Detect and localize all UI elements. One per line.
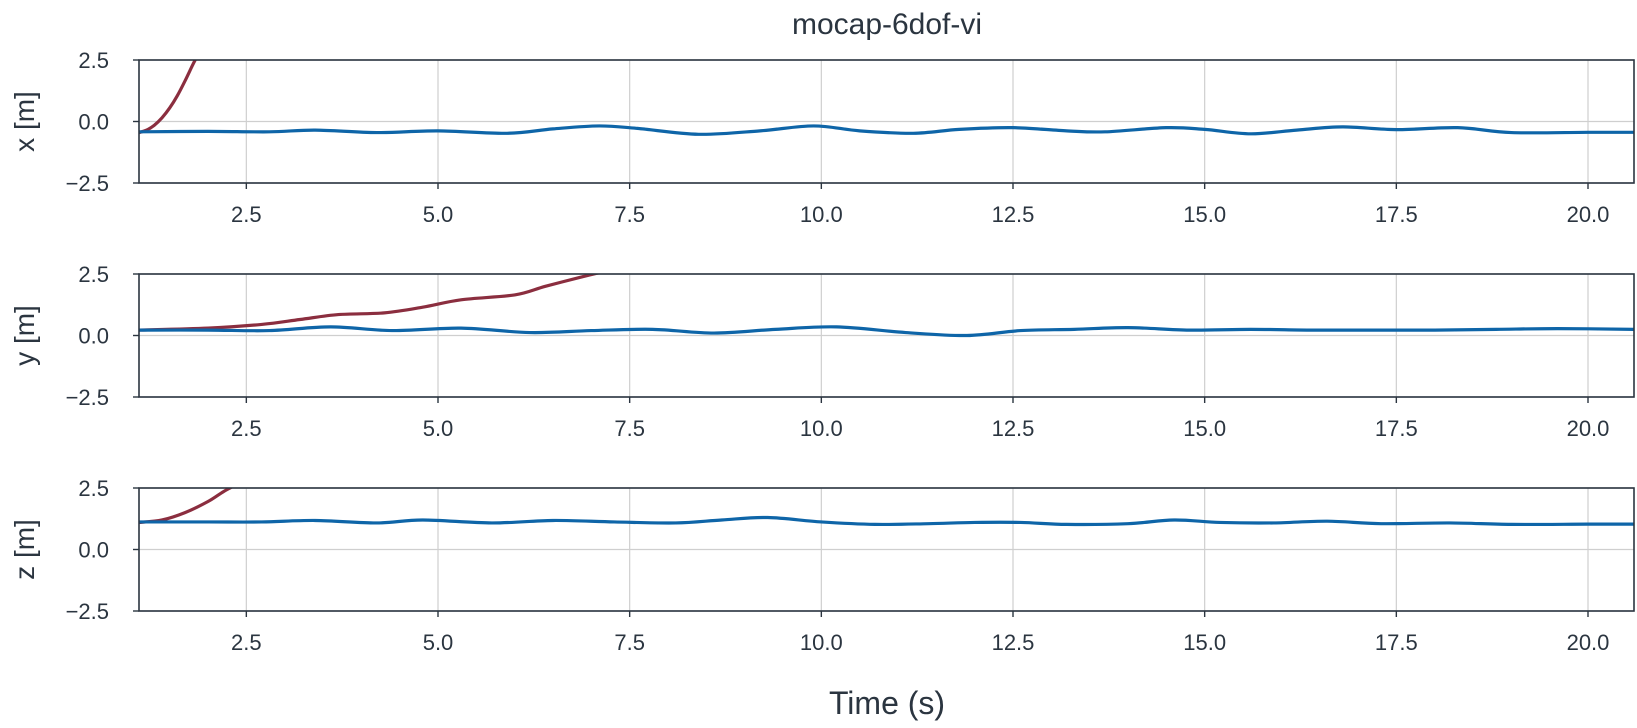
x-tick-label: 20.0 [1567, 202, 1610, 227]
estimate-line [139, 488, 234, 525]
ground_truth-line [139, 325, 1634, 338]
x-tick-label: 12.5 [992, 416, 1035, 441]
x-tick-label: 7.5 [614, 416, 645, 441]
y-tick-label: 2.5 [78, 48, 109, 73]
y-tick-label: −2.5 [66, 171, 109, 196]
x-tick-label: 2.5 [231, 630, 262, 655]
x-tick-label: 12.5 [992, 202, 1035, 227]
x-tick-label: 5.0 [423, 630, 454, 655]
y-tick-label: −2.5 [66, 599, 109, 624]
y-tick-label: 2.5 [78, 262, 109, 287]
x-tick-label: 17.5 [1375, 416, 1418, 441]
x-tick-label: 7.5 [614, 202, 645, 227]
x-tick-label: 20.0 [1567, 630, 1610, 655]
y-axis-label: x [m] [9, 91, 40, 152]
x-tick-label: 2.5 [231, 202, 262, 227]
y-tick-label: −2.5 [66, 385, 109, 410]
panel-1: 2.5 5.0 7.5 10.0 12.5 15.0 17.5 20.0 −2.5 0.0 2.5 x… [9, 48, 1635, 227]
panel-2: 2.5 5.0 7.5 10.0 12.5 15.0 17.5 20.0 −2.5 0.0 2.5 y… [9, 262, 1635, 441]
x-tick-label: 10.0 [800, 416, 843, 441]
x-tick-label: 12.5 [992, 630, 1035, 655]
y-tick-label: 0.0 [78, 538, 109, 563]
y-tick-label: 0.0 [78, 110, 109, 135]
x-tick-label: 10.0 [800, 630, 843, 655]
y-tick-label: 0.0 [78, 324, 109, 349]
x-tick-label: 17.5 [1375, 630, 1418, 655]
ground_truth-line [139, 515, 1634, 527]
x-tick-label: 17.5 [1375, 202, 1418, 227]
ground_truth-line [139, 124, 1634, 136]
panel-3: 2.5 5.0 7.5 10.0 12.5 15.0 17.5 20.0 −2.5 0.0 2.5 z… [9, 476, 1635, 655]
y-axis-label: y [m] [9, 305, 40, 366]
x-tick-label: 5.0 [423, 202, 454, 227]
x-axis-label: Time (s) [829, 685, 945, 721]
y-axis-label: z [m] [9, 519, 40, 580]
estimate-line [139, 274, 601, 332]
x-tick-label: 5.0 [423, 416, 454, 441]
panels: 2.5 5.0 7.5 10.0 12.5 15.0 17.5 20.0 −2.5 0.0 2.5 x… [9, 48, 1635, 655]
x-tick-label: 15.0 [1183, 202, 1226, 227]
x-tick-label: 7.5 [614, 630, 645, 655]
x-tick-label: 20.0 [1567, 416, 1610, 441]
x-tick-label: 15.0 [1183, 630, 1226, 655]
y-tick-label: 2.5 [78, 476, 109, 501]
x-tick-label: 15.0 [1183, 416, 1226, 441]
x-tick-label: 2.5 [231, 416, 262, 441]
chart-title: mocap-6dof-vi [792, 8, 982, 41]
x-tick-label: 10.0 [800, 202, 843, 227]
estimate-line [139, 60, 197, 135]
